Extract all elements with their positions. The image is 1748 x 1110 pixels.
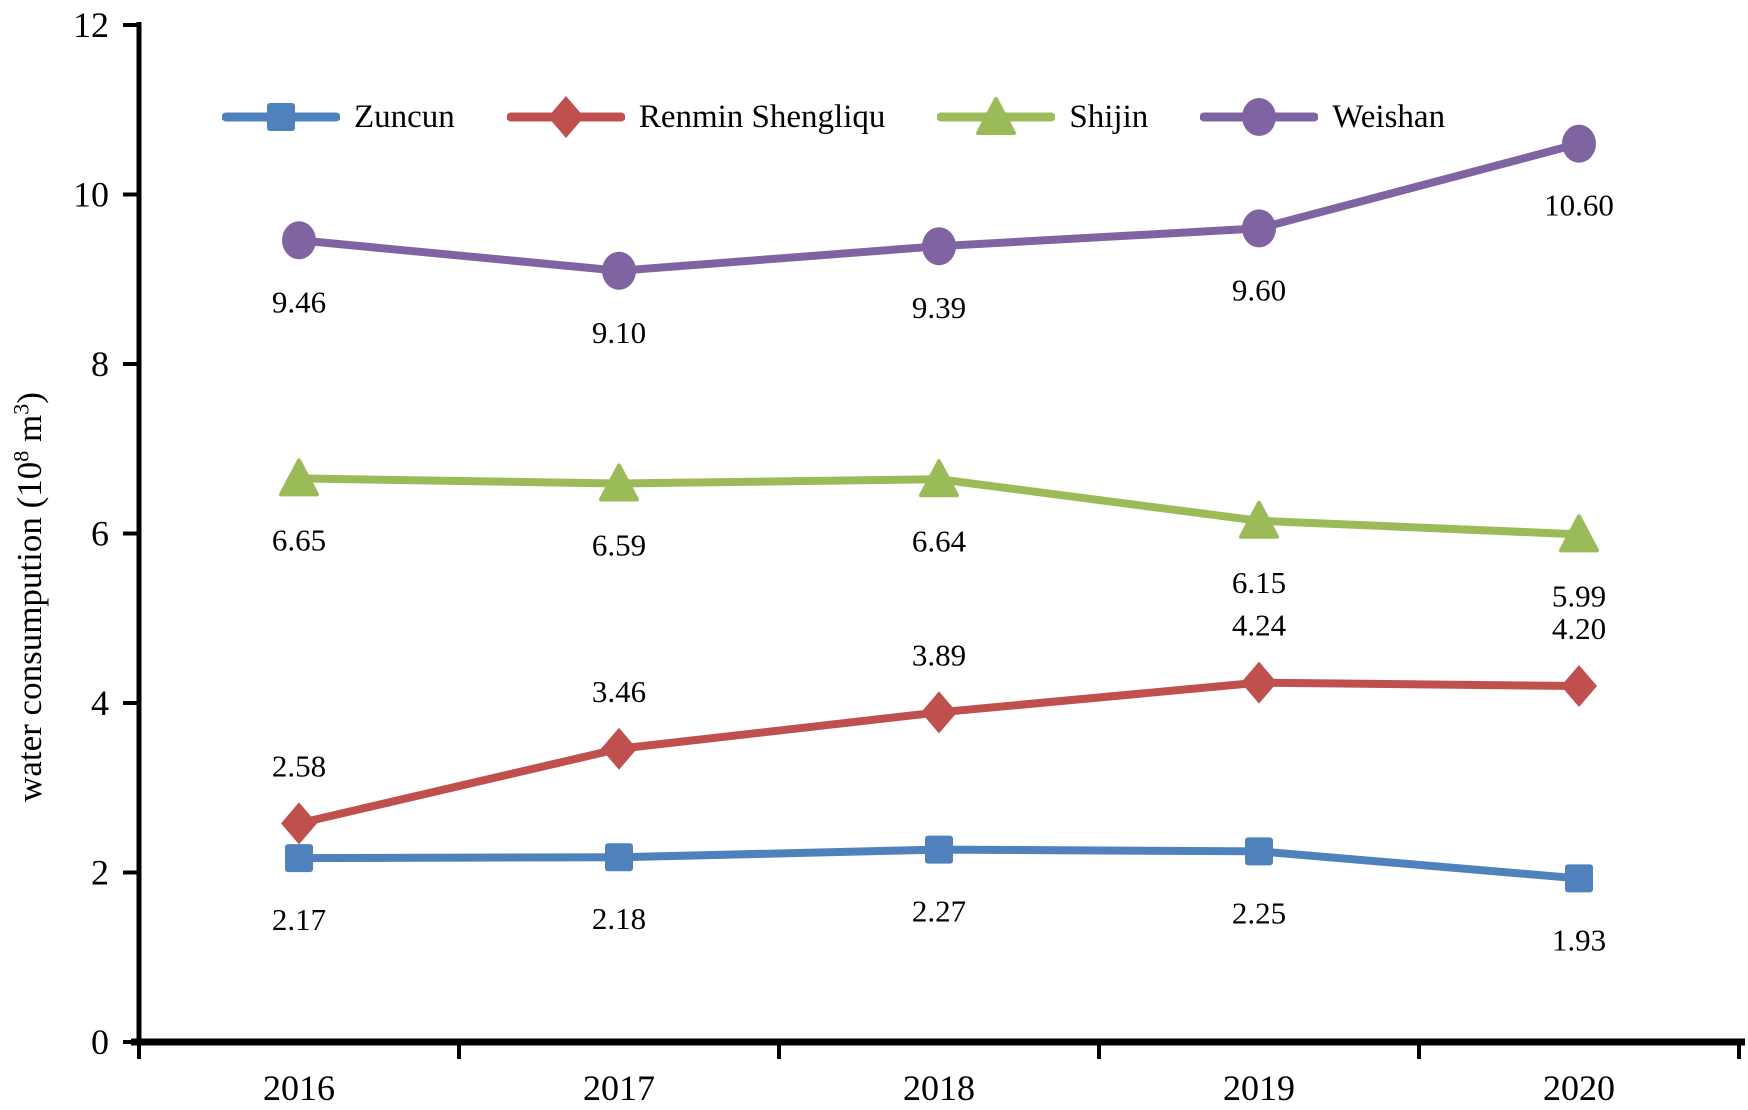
renmin-shengliqu-point-2020 — [1561, 665, 1597, 708]
legend-item-weishan: Weishan — [1200, 94, 1445, 140]
legend-label-shijin: Shijin — [1069, 98, 1149, 135]
weishan-legend-marker-icon — [1200, 98, 1319, 136]
shijin-data-label-2016: 6.65 — [272, 522, 326, 557]
shijin-point-2020 — [1559, 514, 1599, 553]
weishan-point-2016 — [282, 221, 316, 260]
y-tick-label-12: 12 — [73, 5, 109, 45]
weishan-data-label-2018: 9.39 — [912, 290, 966, 325]
renmin-shengliqu-legend-marker — [547, 96, 584, 138]
chart-legend: Zuncun Renmin Shengliqu Shijin Weishan — [222, 94, 1445, 140]
renmin-shengliqu-point-2016 — [281, 802, 317, 845]
y-tick-label-2: 2 — [91, 853, 109, 893]
zuncun-point-2018 — [925, 835, 953, 864]
legend-label-renmin-shengliqu: Renmin Shengliqu — [638, 98, 886, 135]
legend-item-renmin-shengliqu: Renmin Shengliqu — [506, 94, 886, 140]
shijin-data-label-2020: 5.99 — [1552, 578, 1606, 613]
y-tick-label-6: 6 — [91, 514, 109, 554]
shijin-point-2019 — [1239, 500, 1279, 539]
legend-label-zuncun: Zuncun — [354, 98, 455, 135]
weishan-point-2018 — [922, 227, 956, 266]
zuncun-data-label-2017: 2.18 — [592, 901, 646, 936]
renmin-shengliqu-data-label-2016: 2.58 — [272, 748, 326, 783]
x-tick-label-2016: 2016 — [263, 1068, 335, 1108]
x-tick-label-2020: 2020 — [1543, 1068, 1615, 1108]
shijin-legend-marker-icon — [937, 97, 1056, 135]
weishan-data-label-2016: 9.46 — [272, 284, 326, 319]
shijin-data-label-2019: 6.15 — [1232, 565, 1286, 600]
zuncun-legend-marker — [267, 103, 295, 131]
shijin-legend-marker — [976, 97, 1017, 135]
zuncun-data-label-2018: 2.27 — [912, 894, 966, 929]
renmin-shengliqu-point-2017 — [601, 727, 637, 770]
x-tick-label-2019: 2019 — [1223, 1068, 1295, 1108]
shijin-point-2018 — [919, 459, 959, 498]
y-tick-label-4: 4 — [91, 683, 109, 723]
zuncun-point-2016 — [285, 844, 313, 873]
renmin-shengliqu-data-label-2018: 3.89 — [912, 637, 966, 672]
legend-item-zuncun: Zuncun — [222, 94, 455, 140]
series-zuncun: 2.17 2.18 2.27 2.25 1.93 — [272, 835, 1606, 957]
series-weishan: 9.46 9.10 9.39 9.60 10.60 — [272, 124, 1614, 350]
renmin-shengliqu-point-2018 — [921, 691, 957, 734]
y-tick-label-8: 8 — [91, 344, 109, 384]
weishan-data-label-2017: 9.10 — [592, 315, 646, 350]
zuncun-point-2019 — [1245, 837, 1273, 866]
weishan-legend-marker — [1242, 98, 1277, 136]
shijin-point-2016 — [279, 458, 319, 497]
zuncun-data-label-2016: 2.17 — [272, 902, 326, 937]
series-renmin-shengliqu: 2.58 3.46 3.89 4.24 4.20 — [272, 608, 1606, 845]
zuncun-point-2017 — [605, 843, 633, 872]
shijin-data-label-2018: 6.64 — [912, 523, 967, 558]
y-tick-label-0: 0 — [91, 1022, 109, 1062]
weishan-point-2017 — [602, 251, 636, 290]
weishan-data-label-2020: 10.60 — [1544, 188, 1614, 223]
renmin-shengliqu-point-2019 — [1241, 661, 1277, 704]
series-shijin: 6.65 6.59 6.64 6.15 5.99 — [272, 458, 1606, 613]
zuncun-data-label-2020: 1.93 — [1552, 922, 1606, 957]
renmin-shengliqu-data-label-2019: 4.24 — [1232, 608, 1287, 643]
shijin-data-label-2017: 6.59 — [592, 527, 646, 562]
weishan-point-2019 — [1242, 209, 1276, 248]
renmin-shengliqu-legend-marker-icon — [506, 96, 625, 138]
zuncun-legend-marker-icon — [222, 103, 340, 131]
renmin-shengliqu-data-label-2017: 3.46 — [592, 674, 646, 709]
x-tick-label-2017: 2017 — [583, 1068, 655, 1108]
weishan-data-label-2019: 9.60 — [1232, 272, 1286, 307]
x-tick-label-2018: 2018 — [903, 1068, 975, 1108]
zuncun-point-2020 — [1565, 864, 1593, 893]
y-tick-label-10: 10 — [73, 175, 109, 215]
renmin-shengliqu-data-label-2020: 4.20 — [1552, 611, 1606, 646]
weishan-point-2020 — [1562, 124, 1596, 163]
legend-label-weishan: Weishan — [1332, 98, 1446, 135]
shijin-point-2017 — [599, 463, 639, 502]
zuncun-data-label-2019: 2.25 — [1232, 895, 1286, 930]
legend-item-shijin: Shijin — [937, 94, 1148, 140]
